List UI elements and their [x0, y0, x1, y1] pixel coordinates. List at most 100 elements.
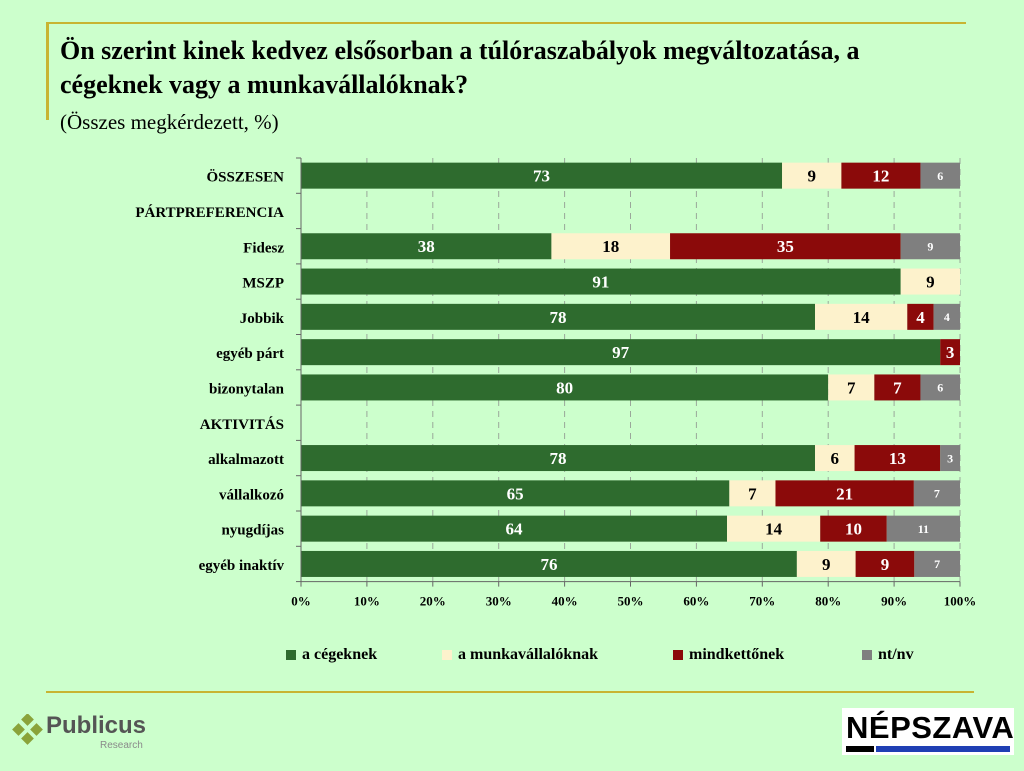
x-tick-label: 10%	[354, 594, 380, 609]
legend-swatch	[862, 650, 872, 660]
data-label: 6	[937, 169, 943, 183]
data-label: 91	[592, 273, 609, 292]
title-accent-rule	[46, 22, 49, 120]
data-label: 14	[853, 308, 871, 327]
nepszava-logo-bar	[846, 746, 874, 752]
legend-swatch	[673, 650, 683, 660]
legend-swatch	[286, 650, 296, 660]
legend-item: mindkettőnek	[673, 646, 784, 664]
bar-segment	[913, 480, 960, 507]
nepszava-logo-text: NÉPSZAVA	[846, 710, 1015, 745]
legend-item: a cégeknek	[286, 646, 377, 664]
category-label: bizonytalan	[209, 381, 285, 397]
data-label: 4	[944, 310, 950, 324]
nepszava-logo: NÉPSZAVA	[842, 708, 1014, 755]
bar-segment	[900, 233, 960, 260]
data-label: 9	[807, 167, 816, 186]
data-label: 64	[506, 520, 524, 539]
x-tick-label: 70%	[749, 594, 775, 609]
data-label: 14	[765, 520, 783, 539]
data-label: 7	[847, 378, 856, 397]
x-tick-label: 90%	[881, 594, 907, 609]
bar-segment	[933, 303, 960, 330]
x-tick-label: 20%	[420, 594, 446, 609]
category-label: alkalmazott	[208, 452, 284, 468]
data-label: 78	[550, 308, 567, 327]
data-label: 13	[889, 449, 906, 468]
x-tick-label: 40%	[552, 594, 578, 609]
bar-segment	[815, 445, 855, 472]
x-tick-label: 0%	[291, 594, 311, 609]
category-label: Fidesz	[243, 240, 284, 256]
category-label: AKTIVITÁS	[200, 416, 284, 433]
legend-item: a munkavállalóknak	[442, 646, 598, 664]
bar-segment	[301, 515, 728, 542]
publicus-logo: Publicus Research	[12, 708, 152, 758]
bar-segment	[782, 162, 842, 189]
chart-subtitle: (Összes megkérdezett, %)	[60, 110, 279, 134]
top-rule	[46, 22, 966, 24]
data-label: 11	[918, 522, 929, 536]
bar-segment	[670, 233, 901, 260]
legend-label: a cégeknek	[302, 646, 378, 663]
data-label: 10	[845, 520, 862, 539]
data-label: 78	[550, 449, 567, 468]
data-label: 9	[926, 273, 935, 292]
data-label: 9	[822, 555, 831, 574]
x-tick-label: 60%	[683, 594, 709, 609]
legend-item: nt/nv	[862, 646, 914, 664]
data-label: 35	[777, 237, 794, 256]
bar-segment	[796, 550, 856, 577]
bar-segment	[301, 445, 816, 472]
chart-title: Ön szerint kinek kedvez elsősorban a túl…	[60, 36, 860, 99]
bottom-rule	[46, 691, 974, 693]
publicus-logo-subtext: Research	[100, 740, 143, 751]
x-tick-label: 30%	[486, 594, 512, 609]
bar-segment	[301, 339, 941, 366]
bar-segment	[301, 303, 816, 330]
legend-swatch	[442, 650, 452, 660]
bar-segment	[820, 515, 887, 542]
data-label: 12	[872, 167, 889, 186]
bar-segment	[900, 268, 960, 295]
data-label: 18	[602, 237, 619, 256]
category-label: egyéb párt	[216, 346, 284, 362]
bar-segment	[920, 374, 960, 401]
category-label: ÖSSZESEN	[206, 169, 284, 186]
bar-segment	[301, 233, 552, 260]
bar-segment	[854, 445, 941, 472]
data-label: 73	[533, 167, 550, 186]
publicus-logo-text: Publicus	[46, 712, 147, 739]
nepszava-logo-band	[876, 746, 1010, 752]
data-label: 7	[934, 557, 940, 571]
data-label: 7	[893, 378, 902, 397]
bar-segment	[729, 480, 776, 507]
x-tick-label: 80%	[815, 594, 841, 609]
bar-segment	[727, 515, 821, 542]
bar-segment	[907, 303, 934, 330]
bar-segment	[301, 480, 730, 507]
category-label: egyéb inaktív	[199, 558, 285, 574]
bar-segment	[301, 268, 901, 295]
legend-label: nt/nv	[878, 646, 914, 663]
bar-segment	[301, 550, 797, 577]
category-label: vállalkozó	[219, 487, 284, 503]
data-label: 6	[937, 381, 943, 395]
legend-label: mindkettőnek	[689, 646, 785, 663]
category-label: MSZP	[242, 276, 284, 292]
category-label: Jobbik	[240, 311, 285, 327]
bar-segment	[301, 374, 829, 401]
data-label: 9	[927, 239, 933, 253]
data-label: 97	[612, 343, 630, 362]
data-label: 38	[418, 237, 435, 256]
chart-legend: a cégeknek a munkavállalóknak mindkettőnek…	[286, 646, 966, 668]
bar-segment	[828, 374, 875, 401]
data-label: 7	[748, 484, 757, 503]
data-label: 21	[836, 484, 853, 503]
bar-segment	[775, 480, 914, 507]
data-label: 80	[556, 378, 573, 397]
bar-segment	[914, 550, 960, 577]
bar-segment	[551, 233, 671, 260]
x-tick-label: 100%	[944, 594, 977, 609]
